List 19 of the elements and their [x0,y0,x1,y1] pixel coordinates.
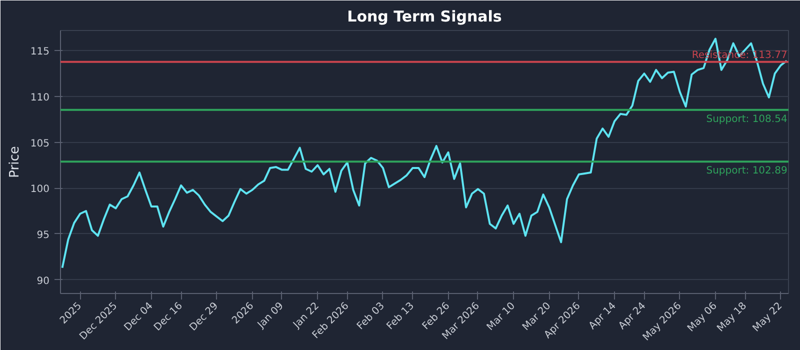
ref-line-label: Support: 102.89 [706,166,788,177]
x-tick-label: Feb 03 [355,300,387,332]
y-tick-label: 115 [30,46,50,58]
x-tick-label: Dec 29 [188,300,221,334]
chart-title: Long Term Signals [347,8,502,26]
x-tick-label: Jan 09 [255,300,286,332]
y-tick-label: 100 [30,184,50,196]
y-tick-label: 95 [36,230,50,241]
ref-line-label: Support: 108.54 [706,114,788,125]
y-tick-label: 90 [36,276,50,287]
line-series [61,38,788,269]
x-tick-label: Mar 10 [485,300,518,333]
x-tick-label: Feb 13 [384,300,417,332]
x-tick-label: Apr 24 [616,300,648,332]
y-axis-title: Price [7,146,22,178]
y-tick-label: 105 [30,138,50,150]
y-tick-label: 110 [30,92,50,104]
x-tick-label: Apr 14 [587,300,618,332]
x-tick-label: Dec 16 [152,300,185,334]
